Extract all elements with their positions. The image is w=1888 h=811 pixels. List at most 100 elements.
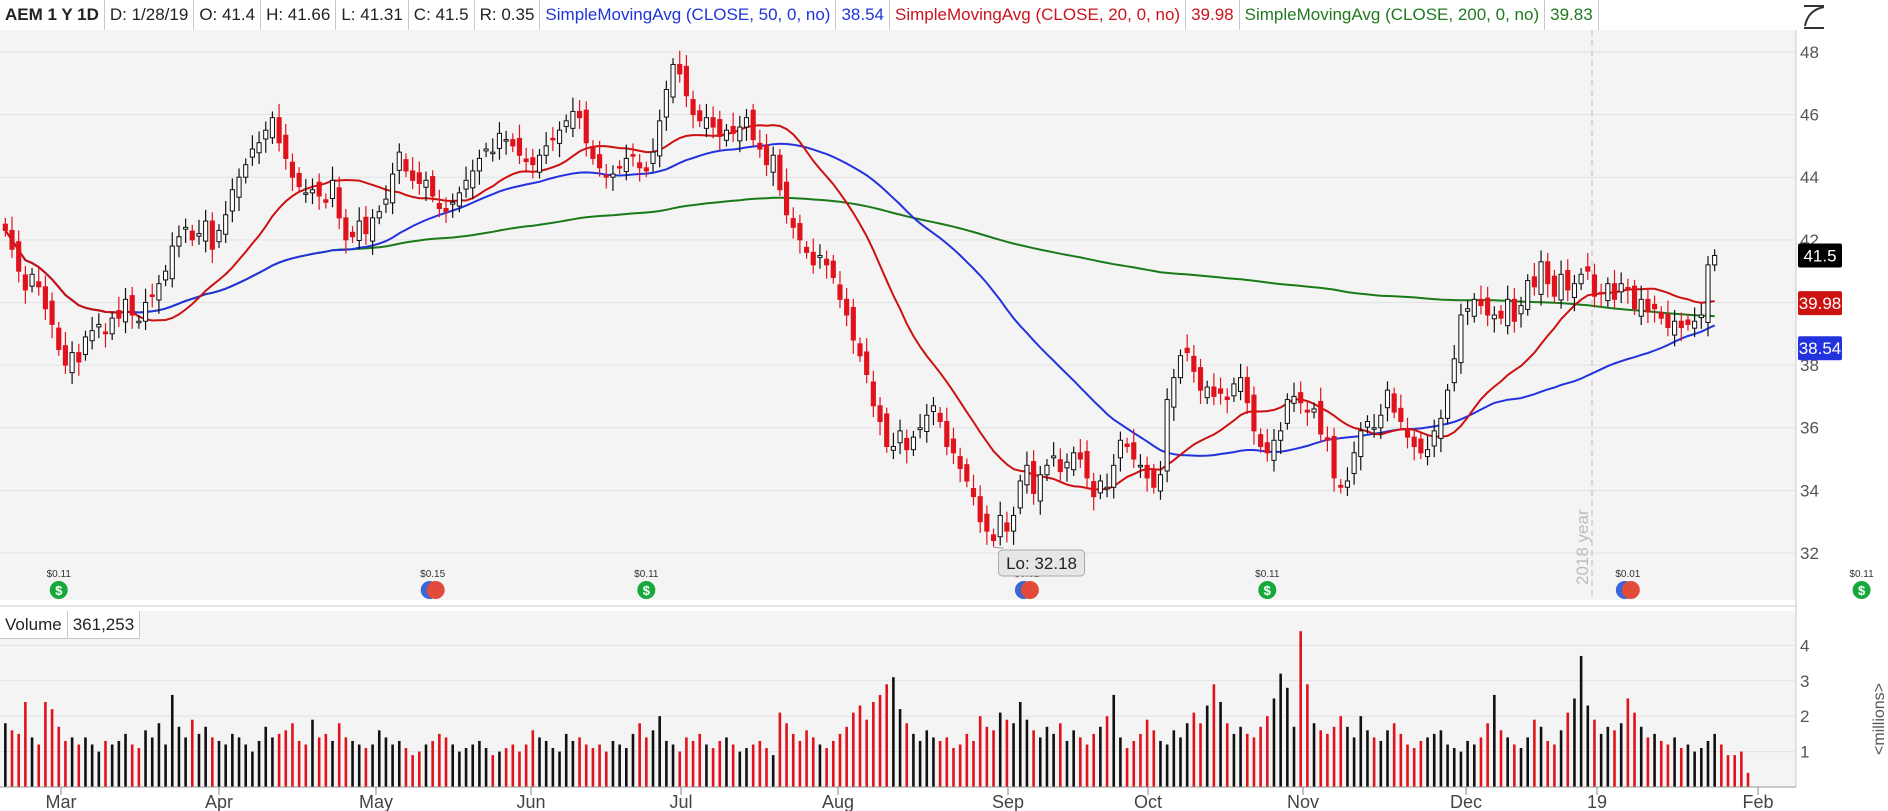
candle-body[interactable] (1411, 436, 1417, 448)
candle[interactable] (49, 292, 55, 339)
volume-bar[interactable] (1119, 737, 1122, 787)
candle[interactable] (563, 114, 569, 133)
volume-bar[interactable] (831, 740, 835, 787)
candle[interactable] (1104, 473, 1110, 498)
candle-body[interactable] (142, 301, 149, 322)
candle-body[interactable] (1378, 414, 1384, 429)
candle[interactable] (610, 165, 616, 191)
volume-bar[interactable] (932, 737, 935, 787)
candle-body[interactable] (1571, 283, 1578, 298)
candle[interactable] (343, 209, 349, 254)
candle-body[interactable] (430, 176, 436, 197)
candle[interactable] (1391, 387, 1397, 419)
volume-bar[interactable] (504, 748, 508, 787)
candle[interactable] (510, 133, 516, 153)
candle-body[interactable] (964, 464, 970, 482)
candle-body[interactable] (730, 125, 736, 134)
volume-bar[interactable] (551, 748, 555, 787)
candle[interactable] (269, 111, 275, 144)
candle[interactable] (1211, 373, 1217, 406)
candle[interactable] (944, 407, 950, 456)
candle-body[interactable] (690, 99, 696, 116)
candle[interactable] (1378, 403, 1384, 440)
candle[interactable] (256, 131, 262, 165)
candle[interactable] (1358, 422, 1364, 471)
volume-bar[interactable] (645, 737, 648, 787)
volume-bar[interactable] (658, 716, 661, 787)
volume-bar[interactable] (625, 748, 628, 787)
candle-body[interactable] (950, 438, 957, 454)
volume-bar[interactable] (1085, 744, 1089, 788)
volume-bar[interactable] (1165, 744, 1169, 788)
candle[interactable] (590, 140, 596, 165)
candle-body[interactable] (316, 181, 322, 197)
candle-body[interactable] (1678, 320, 1684, 329)
candle[interactable] (216, 224, 222, 248)
candle-body[interactable] (837, 284, 843, 300)
candle[interactable] (1518, 296, 1524, 328)
candle[interactable] (964, 458, 970, 488)
candle-body[interactable] (610, 173, 616, 178)
candle[interactable] (1404, 417, 1411, 449)
candle-body[interactable] (757, 142, 763, 150)
candle[interactable] (597, 140, 603, 177)
candle-body[interactable] (102, 331, 109, 335)
volume-bar[interactable] (604, 751, 608, 787)
volume-bar[interactable] (691, 740, 695, 787)
volume-bar[interactable] (872, 702, 875, 787)
candle[interactable] (22, 266, 28, 304)
candle-body[interactable] (1284, 399, 1290, 424)
candle[interactable] (156, 274, 162, 314)
candle-body[interactable] (1525, 280, 1531, 310)
candle[interactable] (1084, 440, 1090, 490)
candle-body[interactable] (830, 260, 836, 278)
candle-body[interactable] (496, 132, 503, 149)
candle-body[interactable] (957, 456, 963, 469)
volume-bar[interactable] (170, 694, 174, 787)
candle-body[interactable] (997, 514, 1003, 538)
candle-body[interactable] (1331, 436, 1337, 479)
candle-body[interactable] (556, 129, 563, 144)
candle[interactable] (323, 193, 329, 209)
candle-body[interactable] (1545, 261, 1551, 285)
volume-bar[interactable] (1686, 744, 1690, 788)
candle[interactable] (743, 108, 750, 141)
candle[interactable] (690, 90, 696, 129)
volume-bar[interactable] (1606, 726, 1610, 787)
candle-body[interactable] (1211, 386, 1217, 397)
candle-body[interactable] (743, 117, 750, 128)
volume-bar[interactable] (1459, 751, 1463, 787)
candle[interactable] (1678, 312, 1684, 342)
volume-bar[interactable] (1386, 730, 1389, 787)
volume-bar[interactable] (731, 744, 735, 788)
volume-bar[interactable] (885, 684, 889, 787)
candle-body[interactable] (1224, 396, 1230, 401)
volume-bar[interactable] (865, 719, 868, 787)
candle-body[interactable] (1424, 449, 1431, 458)
candle-body[interactable] (1505, 298, 1511, 327)
candle-body[interactable] (1164, 399, 1170, 472)
candle-body[interactable] (1051, 455, 1057, 459)
candle[interactable] (924, 403, 930, 443)
volume-bar[interactable] (70, 737, 74, 787)
candle-body[interactable] (1137, 464, 1144, 468)
volume-bar[interactable] (1426, 737, 1429, 787)
volume-bar[interactable] (1372, 737, 1376, 787)
candle[interactable] (870, 370, 876, 418)
candle-body[interactable] (476, 157, 482, 172)
candle-body[interactable] (576, 110, 583, 119)
candle-body[interactable] (1445, 389, 1451, 419)
volume-bar[interactable] (1533, 719, 1536, 787)
candle[interactable] (396, 143, 402, 185)
volume-bar[interactable] (1546, 740, 1550, 787)
volume-bar[interactable] (1553, 744, 1556, 788)
volume-bar[interactable] (671, 744, 675, 788)
candle[interactable] (723, 123, 730, 147)
candle-body[interactable] (1044, 464, 1050, 476)
volume-bar[interactable] (24, 702, 27, 787)
candle[interactable] (804, 241, 810, 259)
candle[interactable] (309, 178, 316, 205)
volume-bar[interactable] (1272, 698, 1276, 787)
candle-body[interactable] (263, 129, 269, 140)
candle-body[interactable] (1438, 417, 1444, 439)
